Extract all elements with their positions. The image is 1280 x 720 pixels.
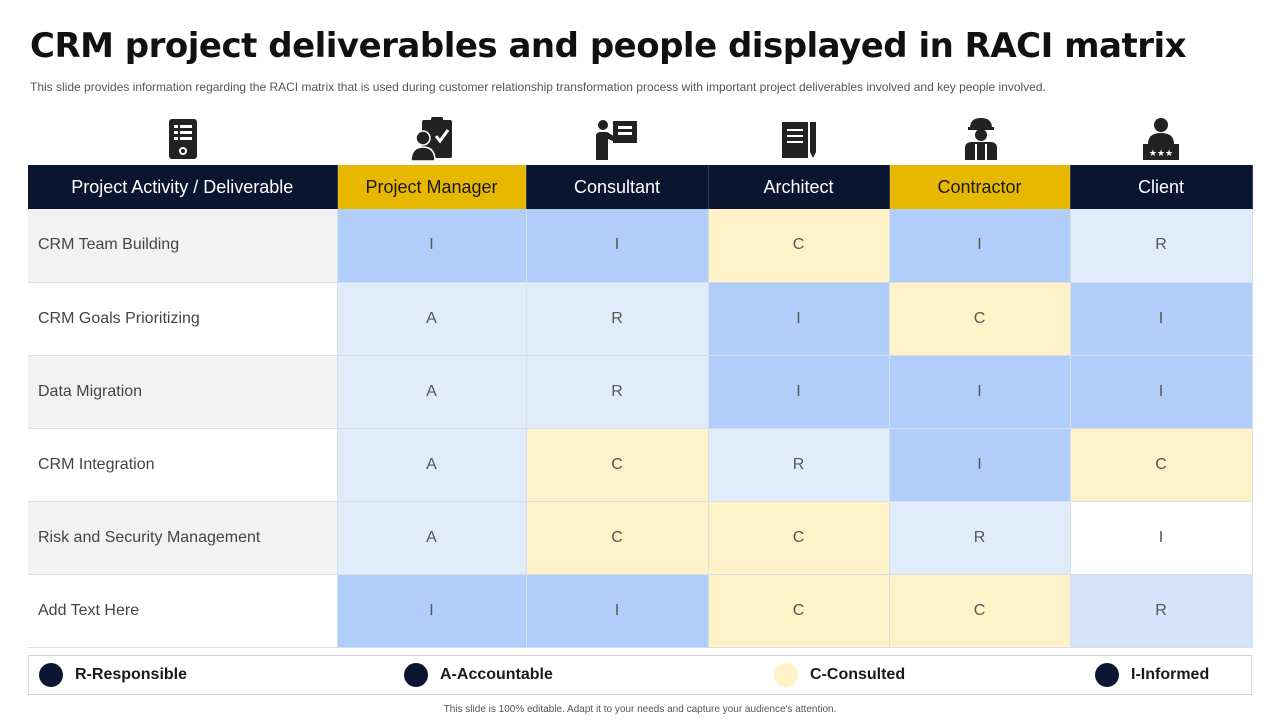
raci-cell: C (708, 574, 890, 648)
legend-item-informed: I-Informed (1095, 656, 1209, 694)
document-pen-icon (776, 116, 822, 162)
raci-matrix-table: Project Activity / Deliverable Project M… (28, 165, 1253, 648)
table-header-row: Project Activity / Deliverable Project M… (28, 165, 1253, 209)
raci-cell: A (337, 355, 527, 429)
raci-cell: R (1070, 209, 1253, 283)
raci-cell: C (1070, 428, 1253, 502)
raci-cell: I (1070, 355, 1253, 429)
raci-cell: I (526, 574, 709, 648)
legend-item-consulted: C-Consulted (774, 656, 905, 694)
activity-cell: CRM Goals Prioritizing (28, 282, 338, 356)
raci-cell: C (708, 209, 890, 283)
legend-item-responsible: R-Responsible (39, 656, 187, 694)
raci-cell: R (708, 428, 890, 502)
svg-text:★★★: ★★★ (1149, 149, 1173, 159)
page-subtitle: This slide provides information regardin… (30, 80, 1046, 94)
raci-cell: I (1070, 501, 1253, 575)
construction-worker-icon (958, 116, 1004, 162)
raci-cell: R (1070, 574, 1253, 648)
role-icon-row: ★★★ (0, 116, 1280, 162)
raci-cell: I (889, 209, 1071, 283)
legend-label: A-Accountable (440, 666, 553, 683)
raci-cell: R (526, 282, 709, 356)
client-stars-icon: ★★★ (1138, 116, 1184, 162)
presenter-icon (593, 116, 639, 162)
table-row: CRM Integration A C R I C (28, 428, 1253, 502)
raci-cell: A (337, 428, 527, 502)
raci-cell: R (526, 355, 709, 429)
raci-cell: I (1070, 282, 1253, 356)
clipboard-person-icon (409, 116, 455, 162)
footer-note: This slide is 100% editable. Adapt it to… (443, 704, 837, 715)
header-activity: Project Activity / Deliverable (28, 165, 338, 209)
page-title: CRM project deliverables and people disp… (30, 26, 1187, 66)
raci-cell: I (708, 355, 890, 429)
header-consultant: Consultant (526, 165, 709, 209)
header-architect: Architect (708, 165, 890, 209)
legend: R-Responsible A-Accountable C-Consulted … (28, 655, 1252, 695)
raci-cell: I (337, 574, 527, 648)
table-row: Data Migration A R I I I (28, 355, 1253, 429)
legend-dot-responsible (39, 663, 63, 687)
table-row: CRM Goals Prioritizing A R I C I (28, 282, 1253, 356)
raci-cell: I (337, 209, 527, 283)
checklist-device-icon (160, 116, 206, 162)
activity-cell: Add Text Here (28, 574, 338, 648)
raci-cell: I (526, 209, 709, 283)
table-row: Add Text Here I I C C R (28, 574, 1253, 648)
raci-cell: C (889, 574, 1071, 648)
activity-cell: Data Migration (28, 355, 338, 429)
legend-label: C-Consulted (810, 666, 906, 683)
legend-dot-consulted (774, 663, 798, 687)
header-contractor: Contractor (889, 165, 1071, 209)
legend-dot-informed (1095, 663, 1119, 687)
raci-cell: C (889, 282, 1071, 356)
raci-cell: A (337, 282, 527, 356)
raci-cell: A (337, 501, 527, 575)
raci-cell: I (889, 355, 1071, 429)
legend-label: R-Responsible (75, 666, 188, 683)
legend-label: I-Informed (1131, 666, 1210, 683)
raci-cell: C (526, 428, 709, 502)
table-row: Risk and Security Management A C C R I (28, 501, 1253, 575)
raci-cell: I (889, 428, 1071, 502)
header-client: Client (1070, 165, 1253, 209)
legend-item-accountable: A-Accountable (404, 656, 553, 694)
activity-cell: Risk and Security Management (28, 501, 338, 575)
activity-cell: CRM Integration (28, 428, 338, 502)
raci-cell: C (526, 501, 709, 575)
raci-cell: C (708, 501, 890, 575)
raci-cell: I (708, 282, 890, 356)
header-project-manager: Project Manager (337, 165, 527, 209)
legend-dot-accountable (404, 663, 428, 687)
raci-cell: R (889, 501, 1071, 575)
activity-cell: CRM Team Building (28, 209, 338, 283)
table-row: CRM Team Building I I C I R (28, 209, 1253, 283)
